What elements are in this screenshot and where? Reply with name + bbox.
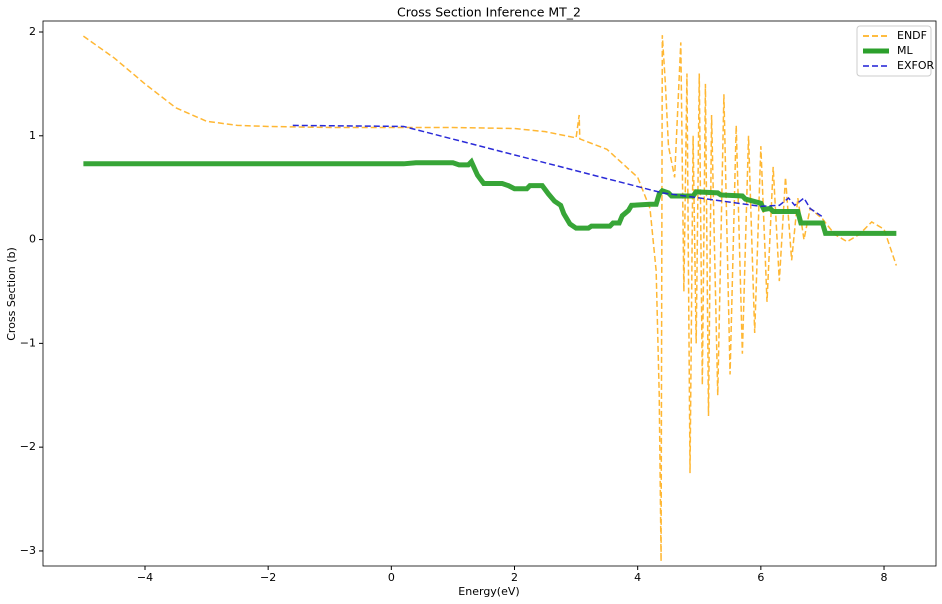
series-line: [82, 35, 898, 562]
x-tick-label: 8: [881, 571, 888, 584]
series-line: [292, 124, 823, 218]
y-tick-label: −2: [20, 440, 36, 453]
y-tick-label: −3: [20, 544, 36, 557]
x-tick-label: 2: [511, 571, 518, 584]
y-tick-label: −1: [20, 336, 36, 349]
x-tick-label: 4: [634, 571, 641, 584]
y-axis-label: Cross Section (b): [5, 247, 18, 341]
plot-frame: [42, 20, 937, 567]
legend-label: EXFOR: [897, 59, 934, 72]
x-tick-label: −4: [137, 571, 153, 584]
series-line: [83, 157, 897, 236]
legend-label: ML: [897, 44, 913, 57]
legend-label: ENDF: [897, 29, 927, 42]
y-tick-label: 0: [29, 233, 36, 246]
plot-lines: [82, 35, 898, 562]
y-tick-label: 2: [29, 25, 36, 38]
y-tick-label: 1: [29, 129, 36, 142]
x-tick-label: 0: [388, 571, 395, 584]
x-tick-label: 6: [757, 571, 764, 584]
chart-title: Cross Section Inference MT_2: [397, 5, 581, 20]
x-tick-label: −2: [260, 571, 276, 584]
x-axis-label: Energy(eV): [458, 585, 519, 598]
legend-box: [856, 25, 932, 77]
